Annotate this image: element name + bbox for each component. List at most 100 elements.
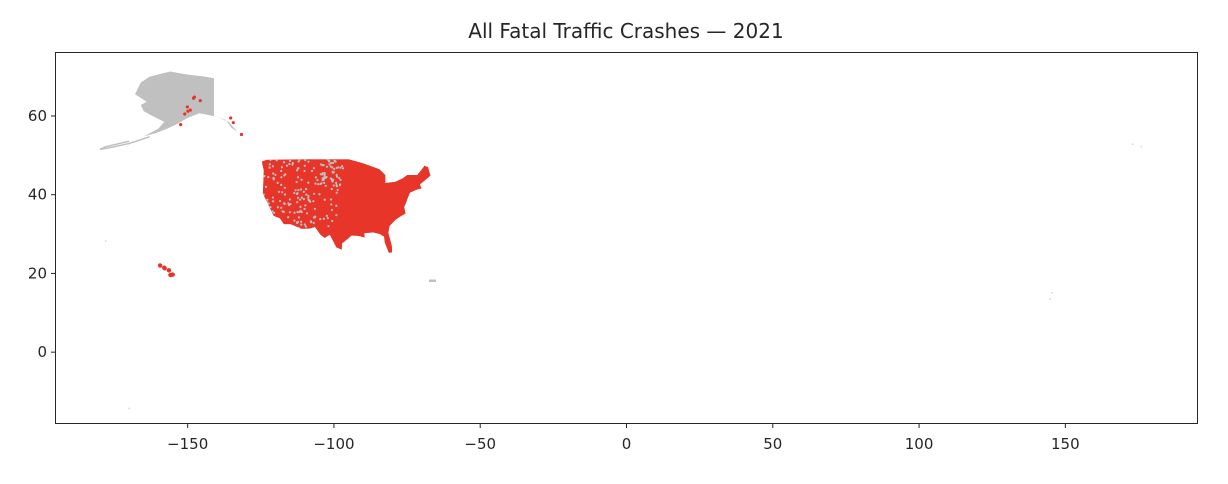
sparse-area-gap — [319, 182, 322, 186]
sparse-area-gap — [285, 164, 289, 167]
sparse-area-gap — [264, 216, 267, 219]
sparse-area-gap — [332, 184, 335, 187]
sparse-area-gap — [341, 167, 345, 170]
aleutian-islands — [99, 136, 150, 151]
sparse-area-gap — [296, 221, 299, 224]
sparse-area-gap — [268, 166, 271, 169]
territory-speck-5 — [1140, 145, 1143, 148]
sparse-area-gap — [296, 176, 300, 179]
sparse-area-gap — [335, 214, 338, 217]
sparse-area-gap — [330, 208, 333, 212]
alaska-land — [135, 71, 244, 137]
sparse-area-gap — [313, 207, 316, 210]
sparse-area-gap — [314, 176, 317, 179]
sparse-area-gap — [303, 223, 306, 226]
sparse-area-gap — [331, 161, 335, 165]
sparse-area-gap — [305, 212, 309, 215]
sparse-area-gap — [300, 178, 303, 181]
sparse-area-gap — [272, 200, 275, 203]
sparse-area-gap — [271, 210, 274, 213]
x-tick-label: −150 — [167, 435, 208, 453]
sparse-area-gap — [299, 188, 303, 191]
sparse-area-gap — [289, 159, 292, 162]
sparse-area-gap — [302, 198, 305, 201]
sparse-area-gap — [298, 159, 301, 162]
sparse-area-gap — [330, 203, 333, 206]
x-tick-label: 150 — [1051, 435, 1080, 453]
sparse-area-gap — [298, 198, 302, 201]
sparse-area-gap — [294, 189, 297, 192]
territory-speck-2 — [1051, 291, 1054, 294]
sparse-area-gap — [330, 198, 333, 201]
sparse-area-gap — [268, 163, 271, 166]
y-tick-label: 0 — [37, 343, 47, 361]
sparse-area-gap — [340, 165, 344, 168]
sparse-area-gap — [293, 219, 296, 222]
crash-point-alaska-4 — [183, 112, 187, 116]
chart-title: All Fatal Traffic Crashes — 2021 — [468, 19, 783, 43]
sparse-area-gap — [319, 217, 322, 221]
sparse-area-gap — [272, 178, 275, 181]
sparse-area-gap — [331, 170, 334, 173]
sparse-area-gap — [281, 210, 284, 213]
sparse-area-gap — [339, 166, 342, 169]
crash-point-hawaii-5 — [157, 263, 163, 268]
sparse-area-gap — [276, 223, 279, 226]
sparse-area-gap — [312, 192, 316, 195]
sparse-area-gap — [281, 191, 284, 194]
sparse-area-gap — [335, 191, 338, 194]
sparse-area-gap — [302, 190, 305, 193]
sparse-area-gap — [275, 226, 278, 230]
sparse-area-gap — [307, 196, 310, 199]
sparse-area-gap — [280, 176, 283, 179]
sparse-area-gap — [317, 183, 320, 186]
contiguous-us-crash-points — [261, 159, 431, 253]
sparse-area-gap — [283, 186, 286, 189]
sparse-area-gap — [269, 206, 272, 209]
crash-point-alaska-10 — [229, 116, 233, 120]
sparse-area-gap — [323, 176, 326, 179]
y-tick-label: 40 — [28, 186, 47, 204]
sparse-area-gap — [310, 169, 314, 173]
sparse-area-gap — [305, 193, 308, 196]
sparse-area-gap — [297, 226, 300, 230]
sparse-area-gap — [269, 212, 272, 215]
sparse-area-gap — [288, 211, 292, 214]
sparse-area-gap — [300, 223, 303, 226]
crash-point-hawaii-4 — [168, 272, 173, 278]
sparse-area-gap — [299, 205, 302, 208]
crash-point-hawaii-2 — [166, 268, 172, 273]
sparse-area-gap — [264, 185, 268, 188]
sparse-area-gap — [337, 166, 340, 169]
sparse-area-gap — [268, 225, 272, 228]
x-tick-label: −100 — [313, 435, 354, 453]
sparse-area-gap — [333, 159, 336, 162]
sparse-area-gap — [268, 222, 272, 225]
crash-point-alaska-5 — [231, 121, 235, 125]
sparse-area-gap — [328, 163, 331, 166]
sparse-area-gap — [275, 224, 278, 227]
sparse-area-gap — [325, 165, 329, 168]
sparse-area-gap — [321, 164, 324, 167]
x-tick-label: 50 — [763, 435, 782, 453]
sparse-area-gap — [304, 187, 308, 191]
axes-frame — [55, 52, 1198, 424]
sparse-area-gap — [335, 183, 338, 187]
sparse-area-gap — [280, 169, 283, 173]
sparse-area-gap — [309, 200, 312, 203]
sparse-area-gap — [296, 167, 300, 170]
territory-speck-0 — [104, 240, 107, 243]
sparse-area-gap — [314, 215, 317, 218]
sparse-area-gap — [296, 169, 299, 172]
sparse-area-gap — [263, 174, 266, 178]
x-tick-label: 0 — [622, 435, 632, 453]
sparse-area-gap — [304, 204, 307, 207]
map-layer — [99, 71, 1143, 410]
sparse-area-gap — [307, 181, 310, 184]
sparse-area-gap — [312, 167, 316, 170]
sparse-area-gap — [295, 192, 299, 196]
crash-point-alaska-6 — [239, 132, 244, 137]
sparse-area-gap — [303, 207, 306, 211]
